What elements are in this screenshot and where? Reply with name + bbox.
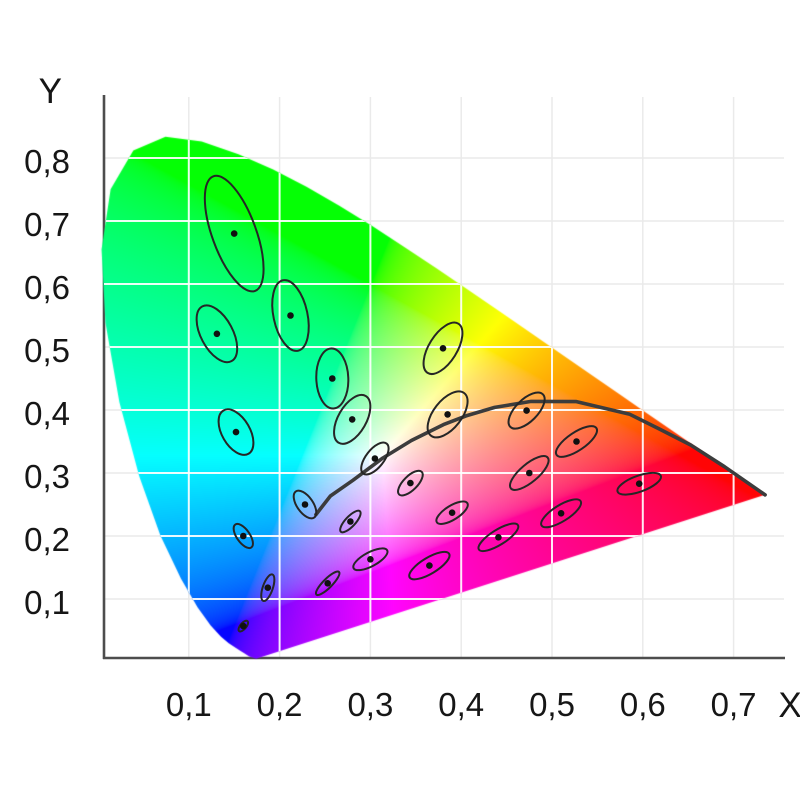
macadam-ellipse	[352, 547, 389, 572]
ellipse-center-dot	[573, 438, 580, 445]
macadam-ellipse	[271, 279, 310, 352]
y-tick-label: 0,2	[24, 521, 70, 558]
ellipse-center-dot	[287, 312, 294, 319]
macadam-ellipse-outline	[509, 455, 550, 491]
ellipse-center-dot	[301, 501, 309, 508]
ellipse-center-dot	[240, 532, 247, 540]
y-tick-label: 0,4	[24, 395, 70, 432]
macadam-ellipse-outline	[352, 547, 389, 572]
macadam-ellipse-outline	[195, 304, 239, 364]
macadam-ellipse-outline	[507, 391, 546, 430]
planckian-locus-curve	[314, 399, 767, 517]
macadam-ellipse	[477, 522, 520, 553]
macadam-ellipse	[540, 498, 583, 529]
ellipse-center-dot	[232, 428, 240, 436]
macadam-ellipse	[360, 441, 390, 476]
ellipse-center-dot	[240, 622, 247, 630]
macadam-ellipse-outline	[397, 469, 424, 497]
macadam-ellipse	[260, 573, 276, 603]
x-tick-label: 0,2	[256, 686, 303, 723]
macadam-ellipse-outline	[422, 321, 464, 375]
gamut-white-grid	[104, 136, 766, 658]
x-tick-label: 0,3	[347, 686, 394, 723]
macadam-ellipse	[195, 304, 239, 364]
macadam-ellipse	[397, 469, 424, 497]
macadam-ellipse-outline	[360, 441, 390, 476]
y-tick-label: 0,6	[24, 269, 70, 306]
y-axis-title: Y	[38, 72, 62, 111]
x-tick-label: 0,5	[529, 686, 575, 723]
ellipse-center-dot	[495, 534, 502, 541]
macadam-ellipse	[554, 425, 599, 458]
macadam-ellipse	[616, 471, 662, 496]
macadam-ellipse-outline	[203, 174, 265, 293]
ellipse-center-dot	[439, 345, 447, 352]
ellipse-center-dot	[557, 510, 565, 517]
macadam-ellipse-outline	[339, 509, 362, 534]
ellipse-center-dot	[444, 411, 451, 418]
ellipse-center-dot	[213, 330, 221, 338]
x-tick-label: 0,7	[710, 686, 757, 723]
x-tick-label: 0,1	[165, 686, 212, 723]
macadam-ellipse-outline	[616, 471, 662, 496]
ellipse-center-dot	[348, 416, 356, 423]
macadam-ellipse	[292, 489, 318, 520]
macadam-ellipse-outline	[271, 279, 310, 352]
macadam-ellipse	[408, 550, 451, 581]
x-axis-title: X	[778, 686, 800, 725]
macadam-ellipse	[426, 390, 469, 439]
y-tick-label: 0,8	[24, 143, 70, 180]
ellipse-center-dot	[407, 479, 414, 487]
ellipse-center-dot	[371, 455, 379, 462]
ellipse-center-dot	[329, 375, 336, 382]
ellipse-center-dot	[347, 518, 354, 525]
y-tick-label: 0,3	[24, 458, 70, 495]
ellipse-center-dot	[635, 480, 643, 488]
macadam-ellipse-outline	[333, 393, 372, 445]
y-tick-label: 0,7	[24, 206, 70, 243]
macadam-ellipse-outline	[315, 347, 350, 410]
macadam-ellipse-outline	[260, 573, 276, 603]
macadam-ellipse	[333, 393, 372, 445]
macadam-ellipse	[422, 321, 464, 375]
ellipse-center-dot	[367, 556, 374, 563]
ellipse-center-dot	[230, 230, 238, 237]
macadam-ellipse-outline	[292, 489, 318, 520]
ellipse-center-dot	[523, 407, 530, 414]
macadam-ellipse-outline	[477, 522, 520, 553]
y-tick-label: 0,1	[24, 584, 70, 621]
macadam-ellipse-outline	[554, 425, 599, 458]
macadam-ellipse	[507, 391, 546, 430]
macadam-ellipse	[232, 522, 254, 550]
ellipse-center-dot	[426, 562, 433, 569]
y-tick-label: 0,5	[24, 332, 70, 369]
macadam-ellipse	[315, 347, 350, 410]
macadam-ellipse	[203, 174, 265, 293]
macadam-ellipse-outline	[435, 500, 469, 525]
x-tick-label: 0,4	[438, 686, 485, 723]
macadam-ellipse	[435, 500, 469, 525]
ellipse-center-dot	[526, 469, 533, 477]
macadam-ellipse-outline	[408, 550, 451, 581]
ellipse-center-dot	[264, 584, 272, 591]
macadam-ellipse	[509, 455, 550, 491]
macadam-ellipse	[339, 509, 362, 534]
x-tick-label: 0,6	[619, 686, 666, 723]
ellipse-center-dot	[324, 580, 332, 587]
macadam-ellipse-outline	[426, 390, 469, 439]
ellipse-center-dot	[448, 509, 456, 516]
macadam-ellipse-outline	[232, 522, 254, 550]
macadam-ellipse-outline	[540, 498, 583, 529]
